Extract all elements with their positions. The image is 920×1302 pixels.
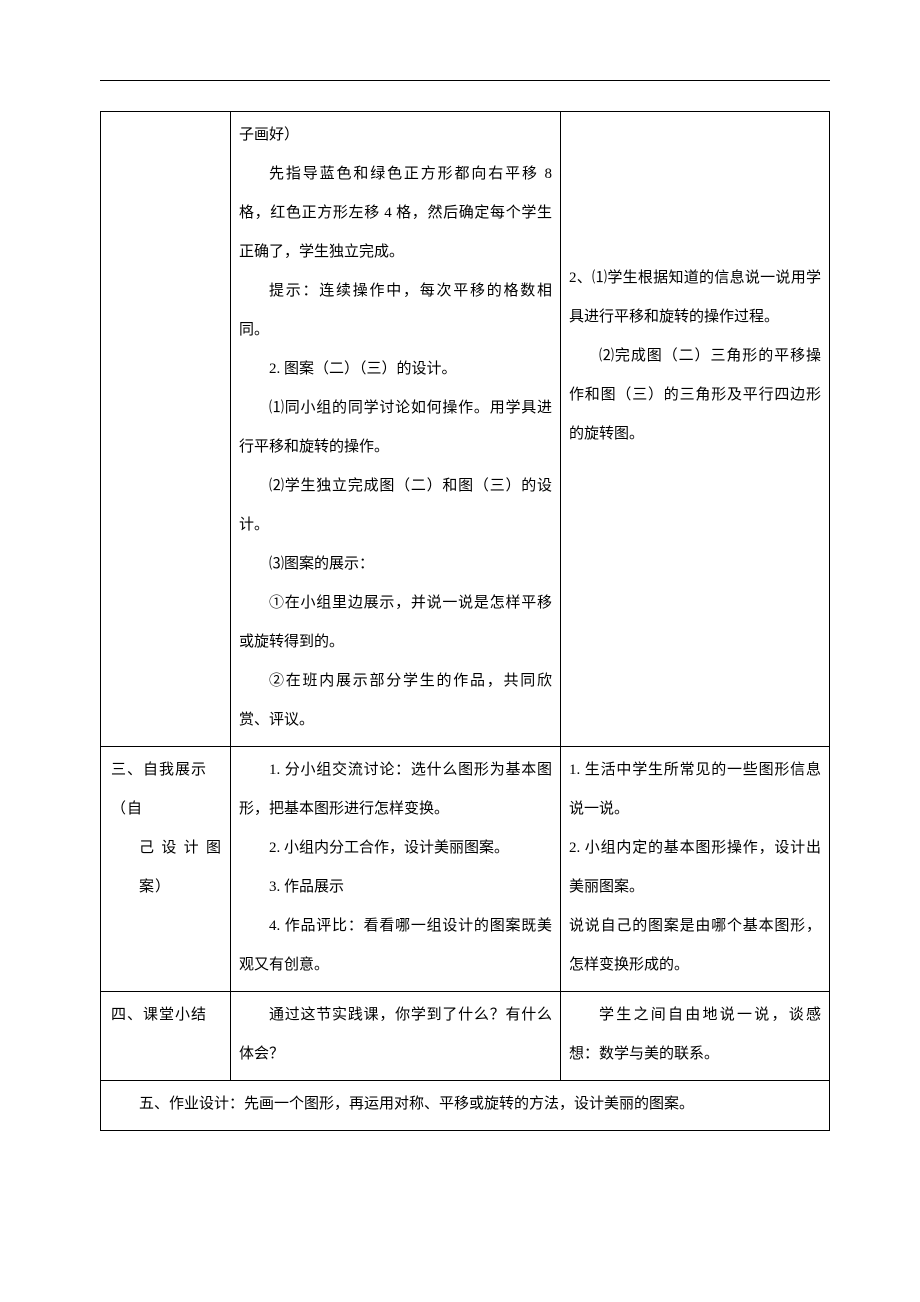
para: 学生之间自由地说一说，谈感想：数学与美的联系。 [569, 996, 821, 1074]
cell-section-3: 三、自我展示（自 己设计图案） [101, 747, 231, 992]
para: ①在小组里边展示，并说一说是怎样平移或旋转得到的。 [239, 584, 552, 662]
section-label-line1: 三、自我展示（自 [109, 751, 222, 829]
section-label-line2: 己设计图案） [109, 829, 222, 907]
para: 4. 作品评比：看看哪一组设计的图案既美观又有创意。 [239, 907, 552, 985]
para: ⑴同小组的同学讨论如何操作。用学具进行平移和旋转的操作。 [239, 389, 552, 467]
para: 3. 作品展示 [239, 868, 552, 907]
para: 子画好） [239, 116, 552, 155]
lesson-plan-table: 子画好） 先指导蓝色和绿色正方形都向右平移 8 格，红色正方形左移 4 格，然后… [100, 111, 830, 1131]
table-row: 子画好） 先指导蓝色和绿色正方形都向右平移 8 格，红色正方形左移 4 格，然后… [101, 112, 830, 747]
para: 2. 小组内定的基本图形操作，设计出美丽图案。 [569, 829, 821, 907]
para: 五、作业设计：先画一个图形，再运用对称、平移或旋转的方法，设计美丽的图案。 [109, 1085, 821, 1124]
cell-section-continued [101, 112, 231, 747]
para: ⑵学生独立完成图（二）和图（三）的设计。 [239, 467, 552, 545]
para: 提示：连续操作中，每次平移的格数相同。 [239, 272, 552, 350]
para: 2. 图案（二）（三）的设计。 [239, 350, 552, 389]
cell-student-activity-2: 1. 生活中学生所常见的一些图形信息说一说。 2. 小组内定的基本图形操作，设计… [561, 747, 830, 992]
table-row: 四、课堂小结 通过这节实践课，你学到了什么？有什么体会？ 学生之间自由地说一说，… [101, 992, 830, 1081]
spacer [569, 116, 821, 259]
cell-homework: 五、作业设计：先画一个图形，再运用对称、平移或旋转的方法，设计美丽的图案。 [101, 1081, 830, 1131]
para: 2、⑴学生根据知道的信息说一说用学具进行平移和旋转的操作过程。 [569, 259, 821, 337]
table-row-merged: 五、作业设计：先画一个图形，再运用对称、平移或旋转的方法，设计美丽的图案。 [101, 1081, 830, 1131]
section-label: 四、课堂小结 [109, 996, 222, 1035]
cell-teacher-activity-2: 1. 分小组交流讨论：选什么图形为基本图形，把基本图形进行怎样变换。 2. 小组… [231, 747, 561, 992]
para: 1. 分小组交流讨论：选什么图形为基本图形，把基本图形进行怎样变换。 [239, 751, 552, 829]
cell-section-4: 四、课堂小结 [101, 992, 231, 1081]
para: 2. 小组内分工合作，设计美丽图案。 [239, 829, 552, 868]
table-row: 三、自我展示（自 己设计图案） 1. 分小组交流讨论：选什么图形为基本图形，把基… [101, 747, 830, 992]
cell-teacher-activity-1: 子画好） 先指导蓝色和绿色正方形都向右平移 8 格，红色正方形左移 4 格，然后… [231, 112, 561, 747]
para: ⑶图案的展示： [239, 545, 552, 584]
para: 通过这节实践课，你学到了什么？有什么体会？ [239, 996, 552, 1074]
cell-student-activity-1: 2、⑴学生根据知道的信息说一说用学具进行平移和旋转的操作过程。 ⑵完成图（二）三… [561, 112, 830, 747]
para: 先指导蓝色和绿色正方形都向右平移 8 格，红色正方形左移 4 格，然后确定每个学… [239, 155, 552, 272]
cell-teacher-activity-3: 通过这节实践课，你学到了什么？有什么体会？ [231, 992, 561, 1081]
cell-student-activity-3: 学生之间自由地说一说，谈感想：数学与美的联系。 [561, 992, 830, 1081]
page-top-rule [100, 80, 830, 81]
para: 说说自己的图案是由哪个基本图形，怎样变换形成的。 [569, 907, 821, 985]
para: ②在班内展示部分学生的作品，共同欣赏、评议。 [239, 662, 552, 740]
para: 1. 生活中学生所常见的一些图形信息说一说。 [569, 751, 821, 829]
para: ⑵完成图（二）三角形的平移操作和图（三）的三角形及平行四边形的旋转图。 [569, 337, 821, 454]
